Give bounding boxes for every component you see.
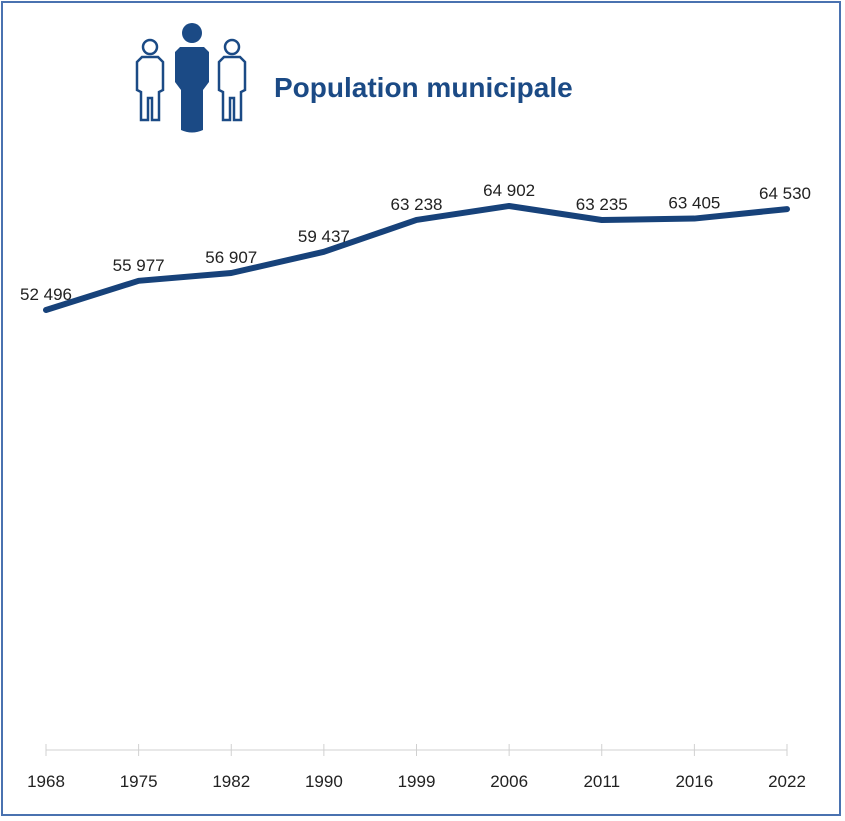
data-point xyxy=(137,279,140,282)
data-label: 59 437 xyxy=(298,227,350,246)
data-label: 63 405 xyxy=(668,194,720,213)
x-tick-label: 2022 xyxy=(768,772,806,791)
x-tick-label: 1999 xyxy=(398,772,436,791)
x-tick-label: 1990 xyxy=(305,772,343,791)
chart-title: Population municipale xyxy=(274,72,573,103)
data-label: 52 496 xyxy=(20,285,72,304)
data-point xyxy=(45,308,47,311)
data-label: 56 907 xyxy=(205,248,257,267)
x-tick-label: 2016 xyxy=(675,772,713,791)
x-tick-label: 1982 xyxy=(212,772,250,791)
x-tick-label: 1968 xyxy=(27,772,65,791)
data-label: 64 902 xyxy=(483,181,535,200)
people-icon xyxy=(130,20,250,140)
data-point xyxy=(322,250,325,253)
x-tick-label: 1975 xyxy=(120,772,158,791)
x-tick-label: 2011 xyxy=(583,772,620,791)
data-point xyxy=(230,272,233,275)
data-point xyxy=(786,208,788,211)
x-tick-label: 2006 xyxy=(490,772,528,791)
data-label: 64 530 xyxy=(759,184,811,203)
data-point xyxy=(508,205,511,207)
data-point xyxy=(600,218,603,221)
data-label: 55 977 xyxy=(113,256,165,275)
data-label: 63 238 xyxy=(391,195,443,214)
data-point xyxy=(693,217,696,220)
data-point xyxy=(415,218,418,221)
data-label: 63 235 xyxy=(576,195,628,214)
